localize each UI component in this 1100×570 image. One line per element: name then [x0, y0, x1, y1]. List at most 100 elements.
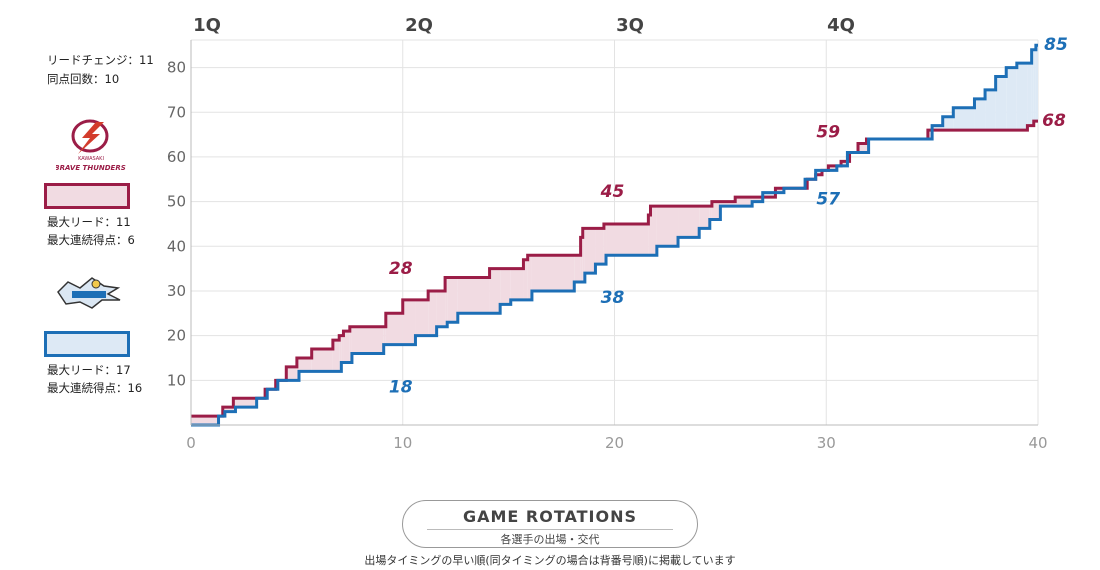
lead-fill-segment: [953, 107, 975, 131]
lead-fill-segment: [523, 259, 528, 300]
lead-fill-segment: [974, 98, 986, 131]
lead-fill-segment: [339, 335, 342, 372]
lead-fill-segment: [385, 313, 403, 345]
grid: [190, 39, 1039, 425]
lead-fill-segment: [510, 268, 524, 300]
lead-fill-segment: [402, 299, 416, 345]
lead-fill-segment: [1006, 67, 1017, 131]
lead-fill-segment: [584, 228, 596, 274]
game-rotations-title: GAME ROTATIONS: [462, 507, 638, 526]
lead-fill-segment: [995, 76, 1007, 131]
lead-fill-segment: [527, 255, 532, 300]
lead-fill-segment: [582, 228, 585, 283]
lead-fill-segment: [648, 215, 651, 256]
lead-fill-segment: [656, 206, 679, 247]
lead-fills: [191, 45, 1038, 425]
team-a-score-line: [191, 119, 1038, 418]
lead-fill-segment: [709, 206, 712, 220]
score-data-label: 18: [389, 378, 413, 398]
lead-fill-segment: [932, 125, 943, 131]
lead-fill-segment: [1035, 45, 1038, 122]
mascot-logo-icon: [57, 277, 121, 309]
score-data-label: 68: [1042, 111, 1066, 131]
lead-fill-segment: [428, 290, 437, 336]
quarter-label-3: 3Q: [616, 15, 644, 36]
lead-fill-segment: [235, 398, 257, 408]
quarter-labels: 1Q 2Q 3Q 4Q: [193, 15, 855, 36]
lead-fill-segment: [311, 349, 333, 372]
lead-fill-segment: [815, 170, 823, 175]
lead-fill-segment: [445, 277, 448, 327]
lead-fill-segment: [349, 326, 352, 363]
lead-fill-segment: [606, 223, 649, 256]
score-data-label: 45: [600, 182, 625, 202]
lead-fill-segment: [457, 277, 490, 314]
y-tick-label: 10: [167, 371, 186, 389]
game-rotations-button[interactable]: GAME ROTATIONS 各選手の出場・交代: [402, 500, 698, 548]
lead-fill-segment: [752, 197, 763, 202]
lead-fill-segment: [699, 206, 710, 229]
lead-fill-segment: [436, 290, 446, 327]
lead-fill-segment: [351, 326, 384, 354]
lead-fill-segment: [1016, 63, 1028, 131]
quarter-label-4: 4Q: [827, 15, 855, 36]
button-divider: [427, 529, 673, 530]
x-tick-label: 10: [393, 434, 412, 452]
lead-fill-segment: [580, 237, 583, 283]
lead-fill-segment: [858, 143, 867, 153]
y-tick-label: 80: [167, 59, 186, 77]
lead-fill-segment: [531, 255, 575, 291]
y-tick-label: 60: [167, 148, 186, 166]
lead-fill-segment: [343, 331, 350, 363]
y-tick-label: 50: [167, 193, 186, 211]
logo-text: BRAVE THUNDERS: [56, 164, 126, 172]
score-data-label: 57: [816, 189, 840, 209]
lead-fill-segment: [595, 228, 604, 265]
lead-fill-segment: [332, 340, 340, 372]
lead-fill-segment: [1033, 49, 1036, 122]
team-a-max-lead: 最大リード：11: [47, 215, 131, 229]
team-b-legend-swatch: [44, 331, 130, 357]
score-lines: [191, 43, 1038, 427]
lead-fill-segment: [224, 407, 234, 412]
lead-fill-segment: [1027, 63, 1032, 126]
lead-fill-segment: [383, 326, 386, 345]
axes: 10 20 30 40 50 60 70 80 0 10 20 30 40: [167, 40, 1048, 452]
lead-fill-segment: [828, 165, 837, 171]
score-data-label: 59: [816, 122, 840, 142]
lead-fill-segment: [985, 89, 996, 131]
lead-fill-segment: [341, 335, 344, 363]
lead-fill-segment: [574, 255, 581, 283]
quarter-label-1: 1Q: [193, 15, 221, 36]
quarter-label-2: 2Q: [405, 15, 433, 36]
lead-fill-segment: [191, 416, 219, 425]
x-tick-label: 30: [817, 434, 836, 452]
lead-changes-stat: リードチェンジ：11: [47, 53, 154, 67]
score-labels: 28 45 59 68 18 38 57 85: [389, 35, 1068, 397]
lead-fill-segment: [927, 130, 933, 140]
y-tick-label: 20: [167, 327, 186, 345]
lead-fill-segment: [841, 161, 848, 166]
lightning-logo-icon: KAWASAKI BRAVE THUNDERS: [56, 119, 126, 172]
score-data-label: 85: [1044, 35, 1068, 55]
lead-fill-segment: [1031, 49, 1034, 126]
lead-fill-segment: [720, 201, 736, 207]
lead-fill-segment: [775, 188, 784, 193]
y-tick-label: 70: [167, 103, 186, 121]
lead-fill-segment: [678, 206, 700, 238]
y-tick-label: 40: [167, 237, 186, 255]
x-tick-label: 20: [605, 434, 624, 452]
game-rotations-subtitle: 各選手の出場・交代: [500, 533, 600, 546]
rotation-note: 出場タイミングの早い順(同タイミングの場合は背番号順)に掲載しています: [364, 554, 736, 567]
lead-fill-segment: [603, 223, 607, 265]
lead-fill-segment: [296, 357, 299, 381]
lead-fill-segment: [447, 277, 458, 323]
lead-fill-segment: [286, 366, 297, 381]
lead-fill-segment: [500, 268, 511, 305]
lead-fill-segment: [711, 201, 721, 220]
team-a-legend-swatch: [44, 183, 130, 209]
y-tick-label: 30: [167, 282, 186, 300]
team-a-max-run: 最大連続得点：6: [47, 233, 135, 247]
logo-small-text: KAWASAKI: [78, 156, 104, 162]
lead-fill-segment: [942, 116, 954, 131]
